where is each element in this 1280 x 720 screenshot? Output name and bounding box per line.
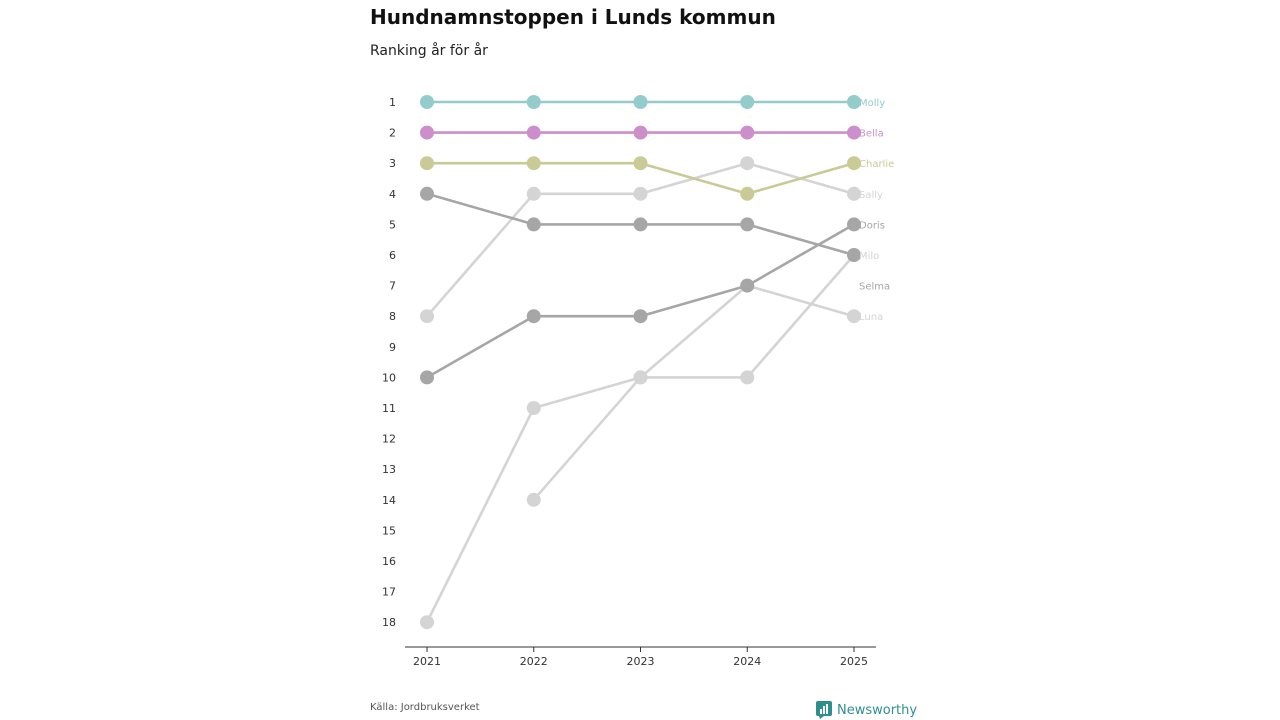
data-point-sally[interactable] (633, 186, 648, 201)
data-point-selma[interactable] (420, 370, 434, 385)
y-tick-label: 1 (389, 96, 396, 109)
data-point-doris[interactable] (633, 217, 648, 232)
y-tick-label: 3 (389, 157, 396, 170)
data-point-doris[interactable] (420, 186, 434, 201)
data-point-bella[interactable] (420, 125, 434, 140)
end-label-selma: Selma (859, 282, 890, 293)
data-point-charlie[interactable] (740, 186, 755, 201)
data-point-molly[interactable] (420, 95, 434, 109)
data-point-selma[interactable] (526, 309, 541, 324)
end-label-doris: Doris (859, 220, 885, 231)
data-point-charlie[interactable] (847, 156, 861, 171)
data-point-bella[interactable] (526, 125, 541, 140)
data-point-doris[interactable] (526, 217, 541, 232)
data-point-sally[interactable] (740, 156, 755, 171)
x-axis: 2021 2022 2023 2024 2025 (405, 646, 876, 668)
end-label-bella: Bella (859, 129, 884, 140)
end-label-charlie: Charlie (859, 159, 894, 170)
data-point-milo[interactable] (526, 492, 541, 507)
data-point-milo[interactable] (740, 370, 755, 385)
brand-name: Newsworthy (837, 702, 918, 718)
end-label-molly: Molly (859, 98, 885, 109)
data-point-molly[interactable] (847, 95, 861, 109)
series-points (420, 95, 861, 630)
end-label-milo: Milo (859, 251, 879, 262)
data-point-charlie[interactable] (633, 156, 648, 171)
data-point-charlie[interactable] (420, 156, 434, 171)
data-point-doris[interactable] (847, 248, 861, 262)
data-point-doris[interactable] (740, 217, 755, 232)
x-tick-label: 2024 (733, 655, 761, 668)
data-point-sally[interactable] (847, 186, 861, 201)
data-point-charlie[interactable] (526, 156, 541, 171)
data-point-sally[interactable] (526, 186, 541, 201)
y-tick-label: 8 (389, 310, 396, 323)
series-line-milo (532, 253, 856, 502)
y-tick-label: 13 (382, 463, 396, 476)
data-point-milo[interactable] (633, 370, 648, 385)
y-tick-label: 9 (389, 341, 396, 354)
series-line-luna (425, 284, 856, 624)
data-point-selma[interactable] (633, 309, 648, 324)
brand-logo[interactable]: Newsworthy (816, 700, 917, 720)
y-tick-label: 6 (389, 249, 396, 262)
y-tick-label: 11 (382, 402, 396, 415)
data-point-molly[interactable] (526, 95, 541, 109)
data-point-molly[interactable] (633, 95, 648, 109)
data-point-luna[interactable] (420, 615, 434, 630)
y-tick-label: 18 (382, 616, 396, 629)
chart-subtitle: Ranking år för år (370, 43, 488, 59)
x-tick-label: 2021 (413, 655, 441, 668)
y-tick-label: 7 (389, 280, 396, 293)
x-tick-label: 2025 (840, 655, 868, 668)
y-tick-label: 2 (389, 127, 396, 140)
end-label-luna: Luna (859, 312, 883, 323)
source-note: Källa: Jordbruksverket (370, 702, 480, 713)
y-tick-label: 16 (382, 555, 396, 568)
data-point-bella[interactable] (633, 125, 648, 140)
end-label-sally: Sally (859, 190, 883, 201)
data-point-molly[interactable] (740, 95, 755, 109)
data-point-selma[interactable] (740, 278, 755, 293)
y-tick-label: 5 (389, 218, 396, 231)
x-tick-label: 2023 (627, 655, 655, 668)
end-labels: Molly Bella Charlie Sally Doris Milo Selma Luna (859, 98, 894, 323)
series-line-selma (425, 223, 856, 379)
y-tick-label: 10 (382, 371, 396, 384)
bar-chart-logo-icon (816, 701, 832, 719)
series-lines (425, 100, 856, 624)
data-point-selma[interactable] (847, 217, 861, 232)
y-tick-label: 4 (389, 188, 396, 201)
data-point-bella[interactable] (740, 125, 755, 140)
data-point-luna[interactable] (526, 401, 541, 415)
x-tick-label: 2022 (520, 655, 548, 668)
data-point-luna[interactable] (847, 309, 861, 324)
y-tick-label: 15 (382, 524, 396, 537)
y-tick-label: 14 (382, 494, 396, 507)
y-tick-label: 17 (382, 586, 396, 599)
series-line-sally (425, 161, 856, 318)
data-point-bella[interactable] (847, 125, 861, 140)
y-tick-label: 12 (382, 433, 396, 446)
chart-title: Hundnamnstoppen i Lunds kommun (370, 5, 776, 29)
data-point-sally[interactable] (420, 309, 434, 324)
